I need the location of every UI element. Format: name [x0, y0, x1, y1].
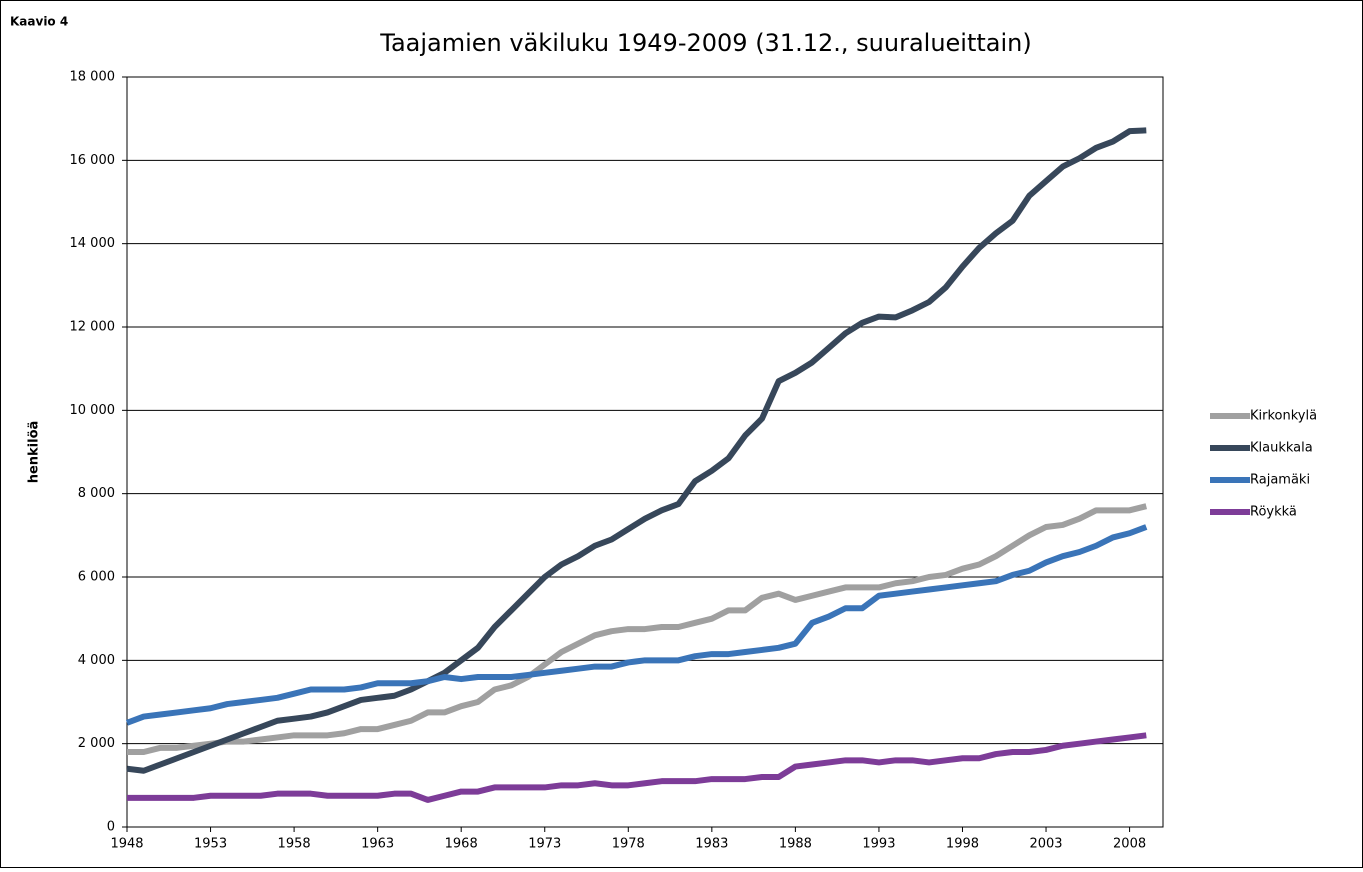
x-tick-label: 1973: [528, 837, 561, 852]
y-tick-label: 14 000: [70, 236, 116, 251]
series-line: [125, 524, 1148, 726]
y-tick-label: 4 000: [78, 653, 115, 668]
y-tick-label: 0: [107, 820, 115, 835]
x-tick-label: 1958: [278, 837, 311, 852]
y-tick-label: 18 000: [70, 70, 116, 85]
x-tick-label: 2008: [1113, 837, 1146, 852]
x-tick-label: 1948: [110, 837, 143, 852]
y-tick-label: 8 000: [78, 486, 115, 501]
x-tick-label: 1993: [862, 837, 895, 852]
y-tick-label: 2 000: [78, 736, 115, 751]
x-tick-label: 1978: [612, 837, 645, 852]
legend-label: Rajamäki: [1250, 473, 1310, 488]
chart-title: Taajamien väkiluku 1949-2009 (31.12., su…: [379, 29, 1031, 57]
series-line: [127, 503, 1148, 755]
x-tick-label: 1983: [695, 837, 728, 852]
y-tick-label: 12 000: [70, 320, 116, 335]
y-axis-label: henkilöä: [27, 421, 42, 484]
x-tick-label: 2003: [1029, 837, 1062, 852]
x-tick-label: 1998: [946, 837, 979, 852]
x-tick-label: 1968: [445, 837, 478, 852]
series-line: [127, 732, 1147, 803]
legend-label: Röykkä: [1250, 505, 1297, 520]
y-tick-label: 16 000: [70, 153, 116, 168]
x-tick-label: 1988: [779, 837, 812, 852]
chart-label: Kaavio 4: [10, 15, 68, 29]
x-tick-label: 1963: [361, 837, 394, 852]
legend-label: Klaukkala: [1250, 441, 1313, 456]
y-tick-label: 10 000: [70, 403, 116, 418]
y-tick-label: 6 000: [78, 570, 115, 585]
x-tick-label: 1953: [194, 837, 227, 852]
legend-label: Kirkonkylä: [1250, 409, 1317, 424]
series-line: [126, 127, 1147, 774]
plot-area: [126, 76, 1164, 828]
